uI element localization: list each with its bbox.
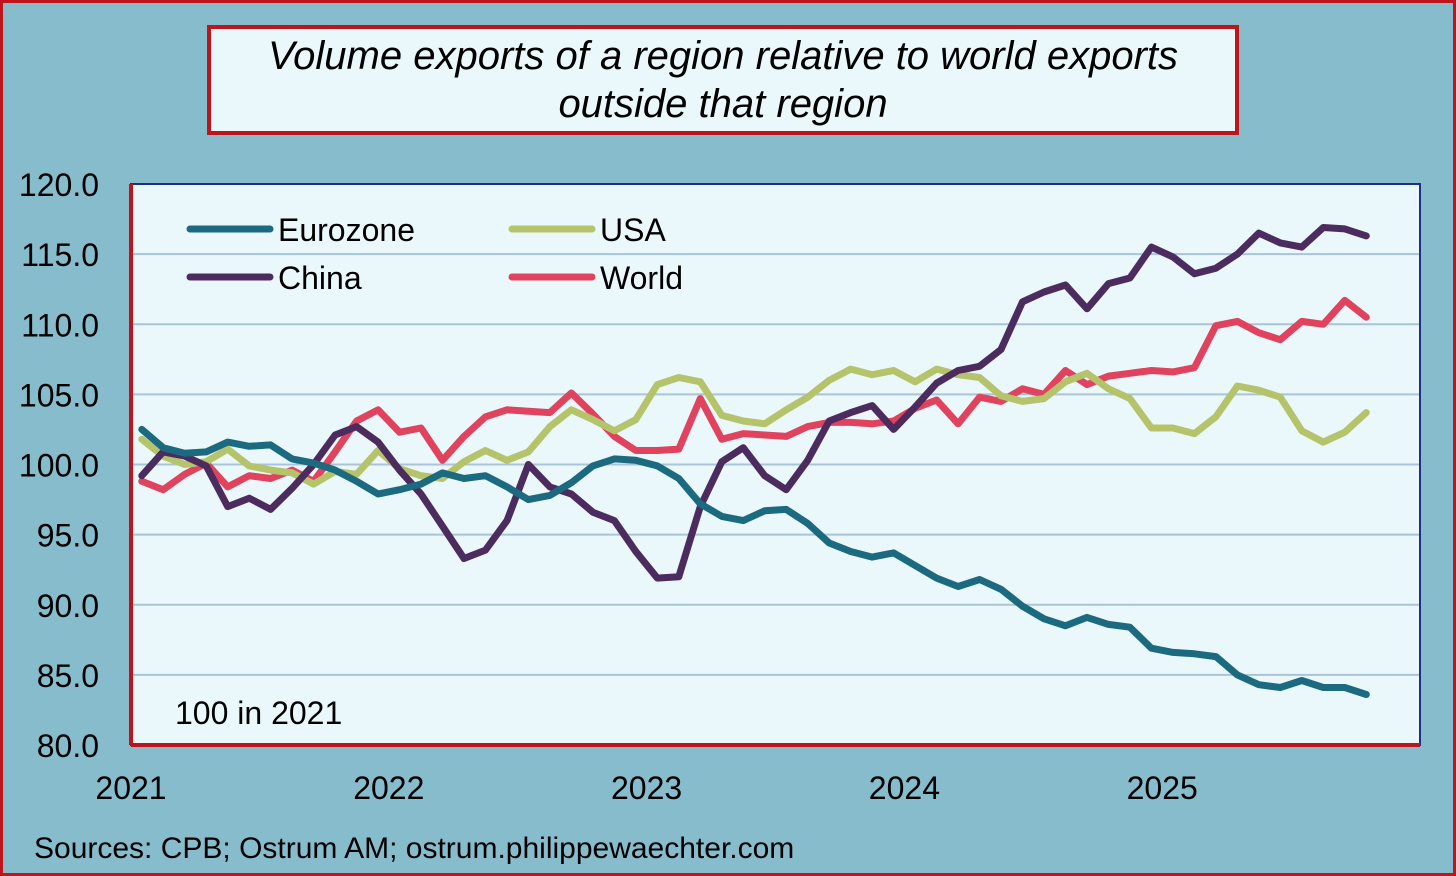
y-tick-label: 110.0 bbox=[21, 307, 99, 343]
legend: Eurozone USA China World bbox=[186, 212, 683, 296]
y-tick-label: 90.0 bbox=[37, 588, 99, 624]
y-tick-label: 115.0 bbox=[21, 237, 99, 273]
y-tick-label: 120.0 bbox=[19, 167, 99, 203]
legend-label-eurozone: Eurozone bbox=[278, 212, 415, 248]
series-lines bbox=[138, 224, 1370, 698]
chart-title: Volume exports of a region relative to w… bbox=[207, 25, 1239, 135]
y-tick-label: 105.0 bbox=[19, 377, 99, 413]
chart-annotation: 100 in 2021 bbox=[175, 695, 342, 731]
y-tick-label: 80.0 bbox=[37, 728, 99, 764]
x-tick-label: 2024 bbox=[869, 770, 940, 806]
x-tick-label: 2023 bbox=[611, 770, 682, 806]
source-note: Sources: CPB; Ostrum AM; ostrum.philippe… bbox=[34, 832, 795, 865]
x-tick-labels: 2021 2022 2023 2024 2025 bbox=[95, 770, 1197, 806]
chart-title-line-1: Volume exports of a region relative to w… bbox=[267, 34, 1179, 78]
series-line-eurozone bbox=[138, 425, 1370, 698]
y-tick-labels: 80.0 85.0 90.0 95.0 100.0 105.0 110.0 115.0 120.… bbox=[19, 167, 99, 764]
y-tick-label: 95.0 bbox=[37, 518, 99, 554]
chart-title-line-2: outside that region bbox=[558, 82, 888, 126]
series-line-china bbox=[138, 224, 1370, 582]
legend-label-world: World bbox=[600, 260, 683, 296]
series-line-world bbox=[138, 296, 1370, 494]
x-tick-label: 2021 bbox=[95, 770, 166, 806]
legend-label-china: China bbox=[278, 260, 362, 296]
x-tick-label: 2025 bbox=[1127, 770, 1198, 806]
gridlines bbox=[131, 253, 1420, 676]
y-tick-label: 100.0 bbox=[19, 448, 99, 484]
legend-label-usa: USA bbox=[600, 212, 666, 248]
x-tick-label: 2022 bbox=[353, 770, 424, 806]
y-tick-label: 85.0 bbox=[37, 658, 99, 694]
